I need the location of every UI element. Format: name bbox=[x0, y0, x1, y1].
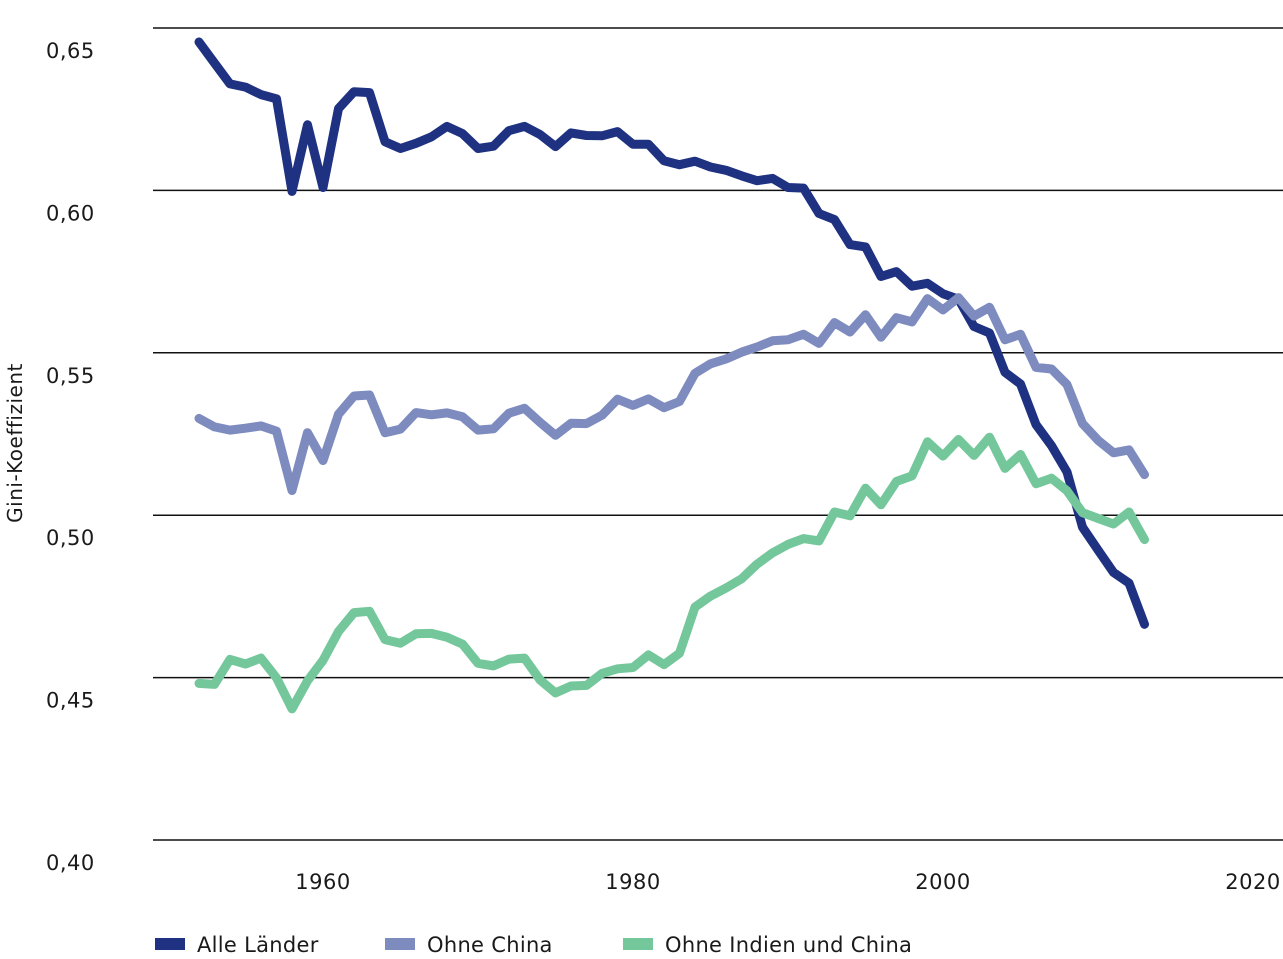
y-tick-label: 0,50 bbox=[46, 526, 95, 550]
y-tick-label: 0,55 bbox=[46, 364, 95, 388]
legend-label: Alle Länder bbox=[197, 933, 319, 957]
y-axis-ticks: 0,40 0,45 0,50 0,55 0,60 0,65 bbox=[46, 39, 95, 875]
series-line-2 bbox=[194, 293, 1149, 495]
legend-swatch bbox=[623, 938, 653, 950]
x-tick-label: 2020 bbox=[1225, 870, 1280, 894]
legend-label: Ohne China bbox=[427, 933, 553, 957]
y-tick-label: 0,60 bbox=[46, 201, 95, 225]
series-line-3 bbox=[194, 432, 1149, 714]
gridlines bbox=[153, 27, 1283, 841]
legend-swatch bbox=[385, 938, 415, 950]
x-tick-label: 1980 bbox=[605, 870, 660, 894]
legend-swatch bbox=[155, 938, 185, 950]
series-lines bbox=[194, 37, 1149, 714]
legend-label: Ohne Indien und China bbox=[665, 933, 912, 957]
y-tick-label: 0,45 bbox=[46, 689, 95, 713]
x-tick-label: 1960 bbox=[295, 870, 350, 894]
y-tick-label: 0,40 bbox=[46, 851, 95, 875]
x-tick-label: 2000 bbox=[915, 870, 970, 894]
y-tick-label: 0,65 bbox=[46, 39, 95, 63]
y-axis-label: Gini-Koeffizient bbox=[3, 363, 27, 523]
legend: Alle Länder Ohne China Ohne Indien und Chi… bbox=[155, 933, 912, 957]
x-axis-ticks: 1960 1980 2000 2020 bbox=[295, 870, 1280, 894]
series-line-1 bbox=[194, 37, 1149, 629]
